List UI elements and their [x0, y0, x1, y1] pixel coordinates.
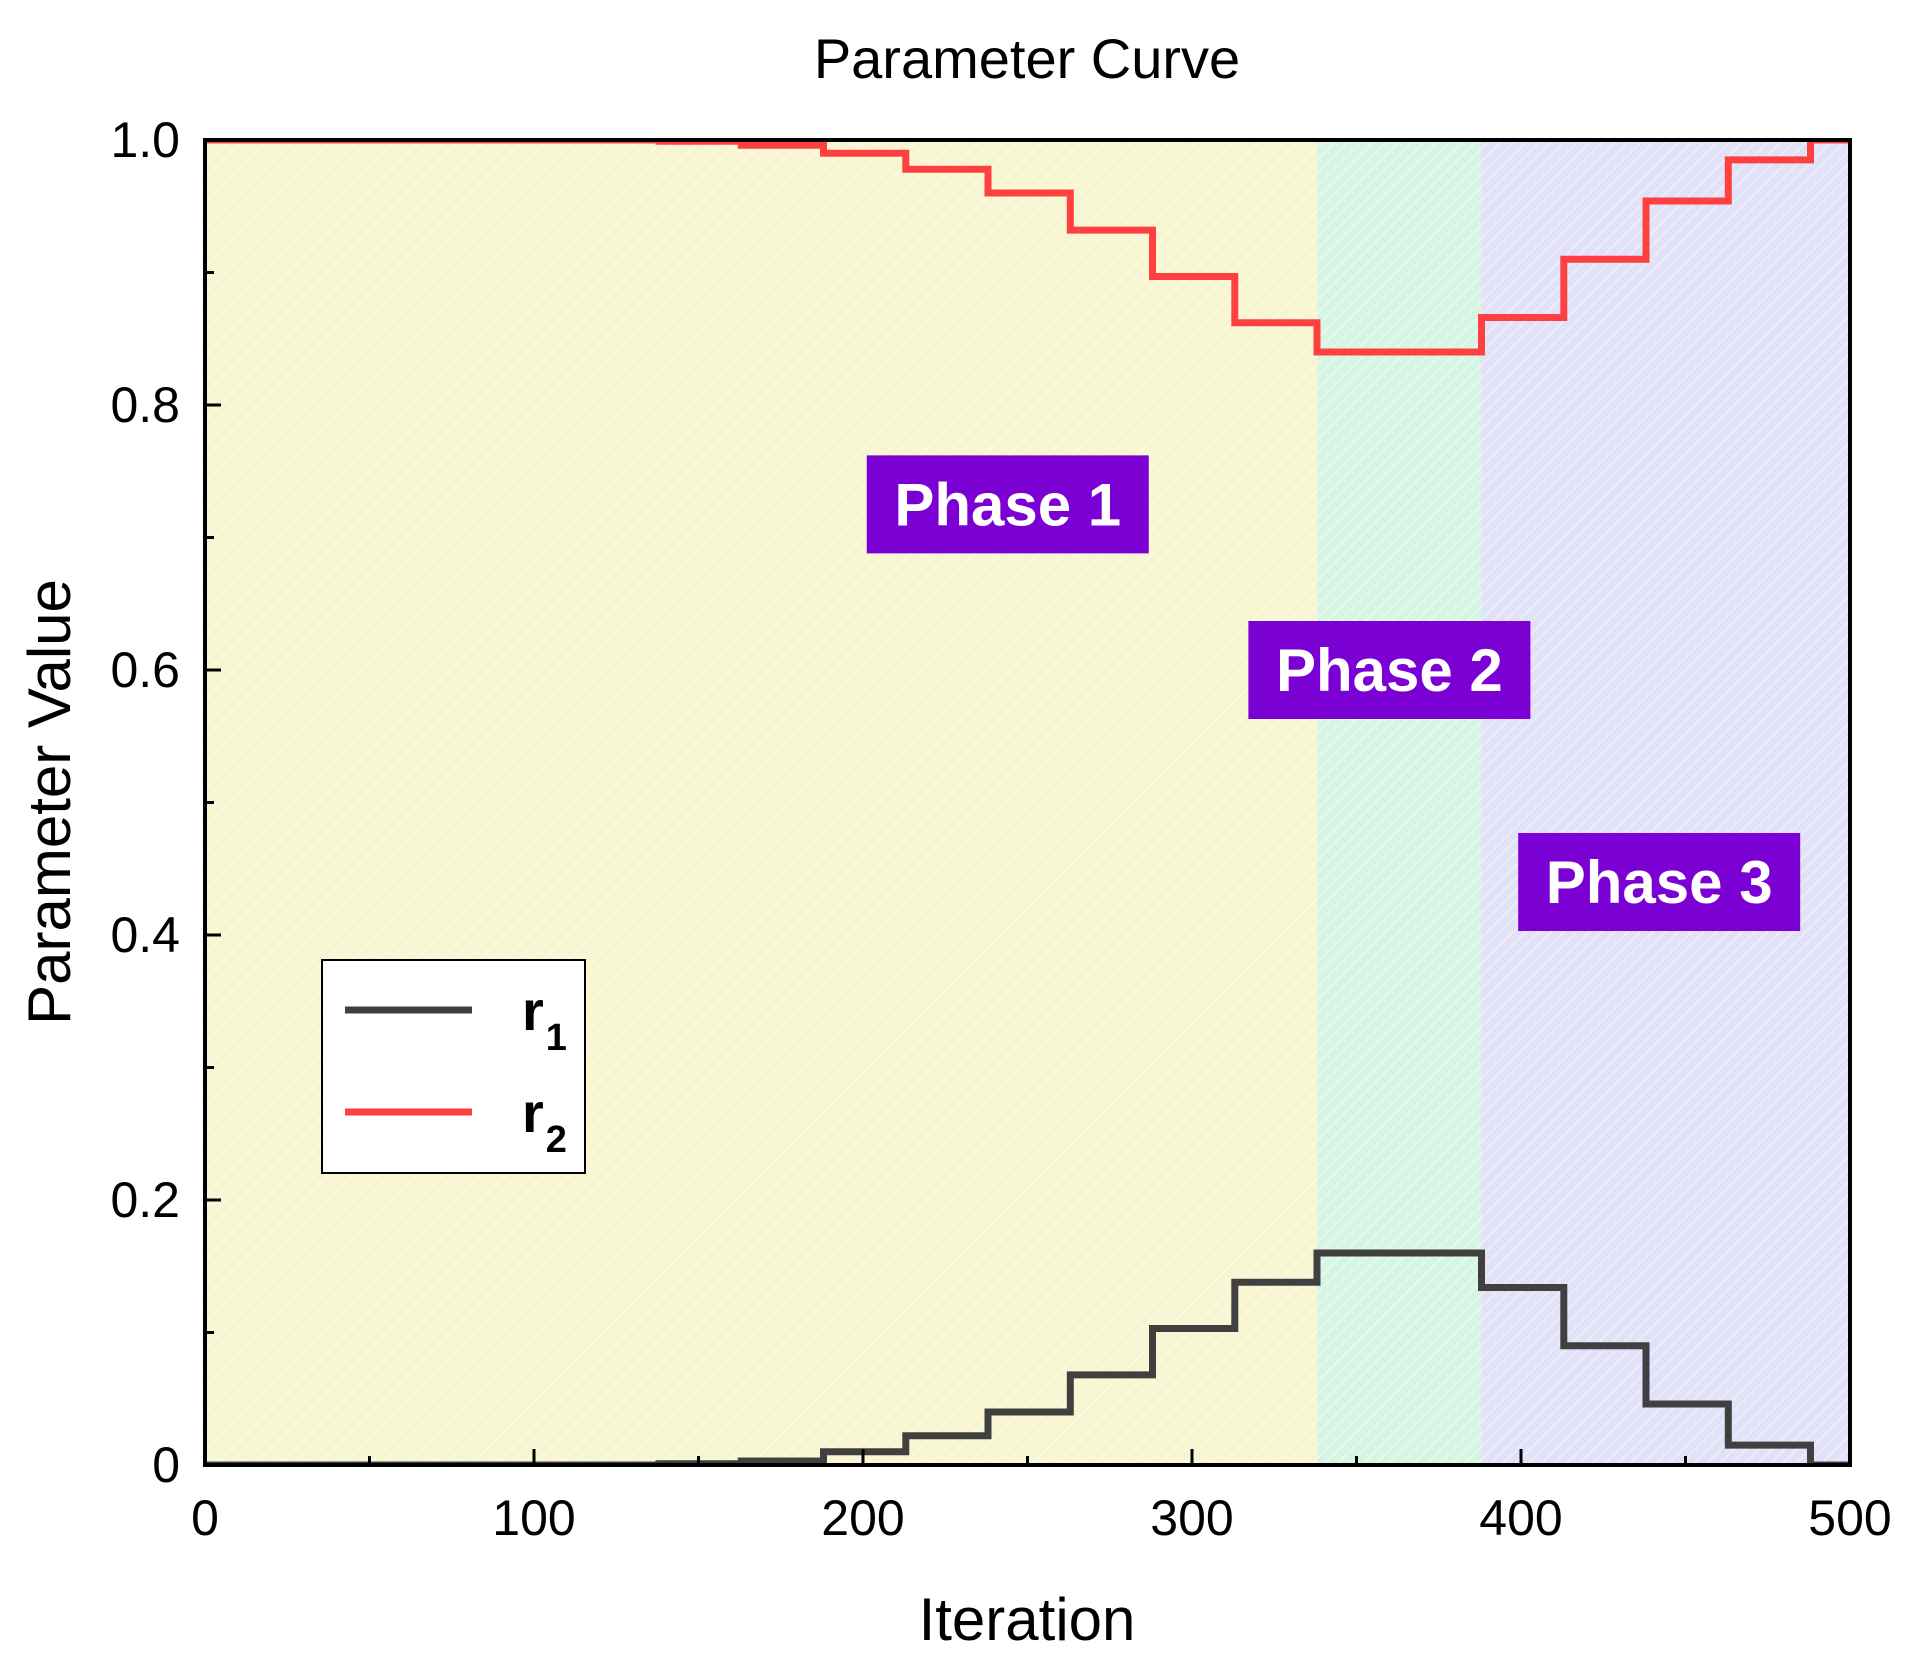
svg-text:Phase 3: Phase 3: [1546, 849, 1773, 916]
series-line-r1: [205, 1249, 1850, 1465]
series-line-r2: [205, 140, 1850, 356]
legend-label-r2: r2: [522, 1081, 567, 1161]
y-axis-label: Parameter Value: [16, 579, 83, 1025]
legend-box: [321, 959, 586, 1174]
y-tick-label: 0: [152, 1437, 180, 1493]
y-tick-label: 1.0: [110, 112, 180, 168]
svg-text:Phase 2: Phase 2: [1276, 637, 1503, 704]
x-tick-label: 0: [191, 1490, 219, 1546]
x-tick-label: 500: [1808, 1490, 1891, 1546]
svg-text:Phase 1: Phase 1: [894, 471, 1121, 538]
phase-1-label: Phase 1: [866, 455, 1149, 554]
y-tick-label: 0.2: [110, 1172, 180, 1228]
tick-marks: [203, 138, 1852, 1467]
legend-label-r1: r1: [522, 979, 567, 1059]
phase-3-label: Phase 3: [1518, 833, 1801, 931]
hatch-overlay: [205, 140, 1850, 1465]
x-tick-label: 200: [821, 1490, 904, 1546]
y-tick-label: 0.6: [110, 642, 180, 698]
x-tick-label: 400: [1479, 1490, 1562, 1546]
phase-2-label: Phase 2: [1248, 621, 1531, 719]
y-tick-label: 0.4: [110, 907, 180, 963]
x-axis-label: Iteration: [919, 1586, 1136, 1653]
chart-title: Parameter Curve: [814, 27, 1240, 90]
y-tick-label: 0.8: [110, 377, 180, 433]
x-tick-label: 100: [492, 1490, 575, 1546]
legend: r1 r2: [321, 959, 586, 1174]
x-tick-label: 300: [1150, 1490, 1233, 1546]
